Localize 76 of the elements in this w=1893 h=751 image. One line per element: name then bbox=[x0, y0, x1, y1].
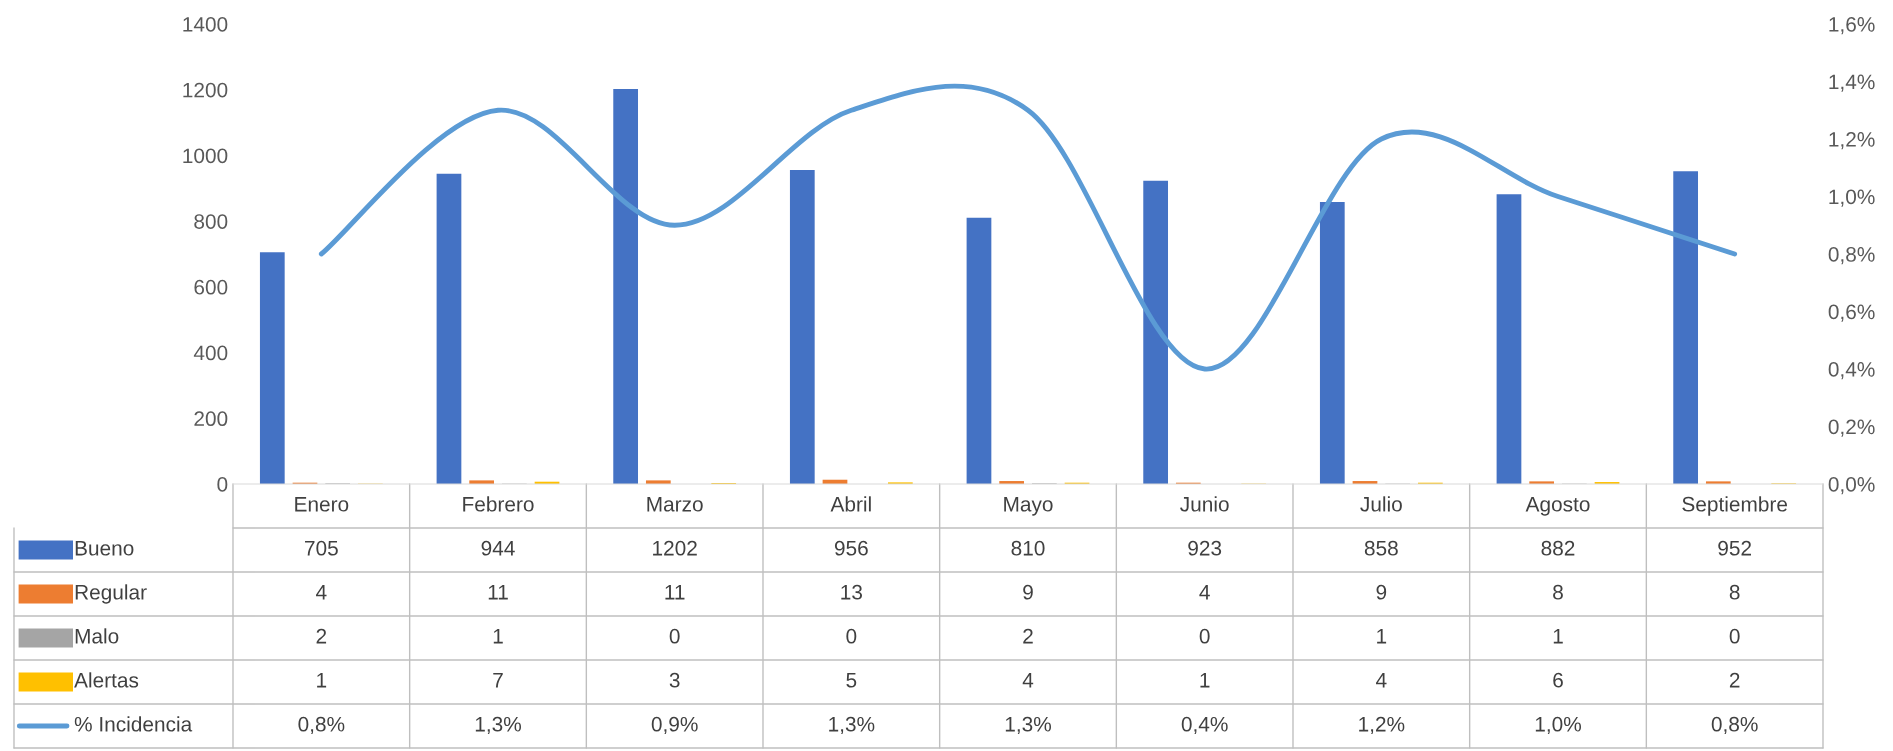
data-label: 810 bbox=[1011, 540, 1045, 556]
y2-tick-label: 0,4% bbox=[1828, 362, 1875, 380]
data-label: 1 bbox=[1200, 673, 1210, 688]
data-label: 3 bbox=[669, 672, 680, 688]
data-label: 11 bbox=[488, 585, 508, 600]
data-label: 2 bbox=[1729, 672, 1740, 688]
data-label: 1 bbox=[1553, 629, 1563, 644]
y2-tick-label: 1,2% bbox=[1829, 132, 1875, 150]
data-label: 0 bbox=[846, 628, 857, 644]
data-label: 0 bbox=[669, 628, 680, 644]
data-label: 0 bbox=[1729, 628, 1740, 644]
x-tick-label: Junio bbox=[1180, 496, 1229, 512]
x-tick-label: Septiembre bbox=[1682, 496, 1788, 516]
y-tick-label: 1200 bbox=[183, 82, 228, 98]
data-label: 0,9% bbox=[651, 716, 698, 735]
data-label: 1 bbox=[317, 673, 327, 688]
data-label: 5 bbox=[846, 673, 857, 688]
data-label: 0,8% bbox=[298, 716, 345, 735]
y-tick-label: 800 bbox=[194, 214, 228, 229]
data-label: 0 bbox=[1199, 628, 1210, 644]
y2-tick-label: 0,6% bbox=[1828, 304, 1875, 322]
y2-tick-label: 0,0% bbox=[1828, 477, 1875, 495]
legend-label: Bueno bbox=[75, 541, 134, 556]
data-label: 1 bbox=[1377, 629, 1387, 644]
y-tick-label: 1000 bbox=[183, 148, 228, 164]
y2-tick-label: 1,4% bbox=[1829, 74, 1875, 92]
data-label: 9 bbox=[1023, 584, 1033, 600]
data-label: 4 bbox=[1199, 585, 1210, 600]
legend-label: Regular bbox=[75, 584, 147, 604]
y-tick-label: 400 bbox=[193, 345, 228, 361]
legend-label: Malo bbox=[75, 628, 119, 644]
data-label: 4 bbox=[1022, 673, 1034, 688]
x-tick-label: Mayo bbox=[1004, 497, 1053, 516]
data-label: 1,0% bbox=[1535, 716, 1581, 735]
data-label: 1,2% bbox=[1359, 716, 1405, 735]
legend-label: % Incidencia bbox=[74, 716, 193, 732]
data-label: 4 bbox=[1376, 673, 1387, 688]
y2-tick-label: 1,0% bbox=[1829, 189, 1875, 207]
y2-tick-label: 0,8% bbox=[1828, 247, 1875, 265]
y-tick-label: 0 bbox=[217, 477, 228, 492]
data-label: 2 bbox=[316, 628, 327, 644]
data-label: 1,3% bbox=[829, 716, 875, 735]
y-tick-label: 200 bbox=[194, 411, 228, 427]
data-label: 0,8% bbox=[1711, 716, 1758, 735]
data-label: 7 bbox=[493, 673, 503, 688]
legend-label: Alertas bbox=[74, 672, 139, 688]
data-label: 944 bbox=[481, 540, 515, 556]
x-tick-label: Agosto bbox=[1525, 497, 1590, 516]
data-label: 8 bbox=[1553, 584, 1563, 600]
data-label: 6 bbox=[1553, 672, 1563, 688]
data-label: 1 bbox=[493, 629, 503, 644]
data-label: 11 bbox=[665, 585, 685, 600]
data-label: 9 bbox=[1376, 584, 1387, 600]
x-tick-label: Abril bbox=[830, 496, 871, 512]
data-label: 952 bbox=[1718, 540, 1751, 556]
x-tick-label: Marzo bbox=[647, 497, 703, 512]
data-label: 4 bbox=[316, 585, 327, 600]
data-label: 882 bbox=[1541, 540, 1575, 556]
y2-tick-label: 1,6% bbox=[1829, 17, 1875, 35]
x-tick-label: Julio bbox=[1360, 496, 1402, 512]
y2-tick-label: 0,2% bbox=[1828, 419, 1875, 437]
data-label: 923 bbox=[1188, 540, 1222, 556]
data-label: 1202 bbox=[653, 540, 697, 556]
data-label: 705 bbox=[305, 540, 338, 556]
data-label: 2 bbox=[1023, 628, 1033, 644]
data-label: 956 bbox=[834, 540, 868, 556]
data-label: 1,3% bbox=[1005, 716, 1051, 735]
data-label: 858 bbox=[1364, 540, 1398, 556]
data-label: 13 bbox=[841, 584, 863, 600]
data-label: 8 bbox=[1729, 584, 1740, 600]
data-label: 0,4% bbox=[1181, 716, 1228, 735]
x-tick-label: Enero bbox=[295, 497, 349, 512]
x-tick-label: Febrero bbox=[463, 496, 534, 512]
data-label: 1,3% bbox=[475, 716, 521, 735]
y-tick-label: 600 bbox=[194, 279, 228, 295]
y-tick-label: 1400 bbox=[183, 17, 228, 32]
